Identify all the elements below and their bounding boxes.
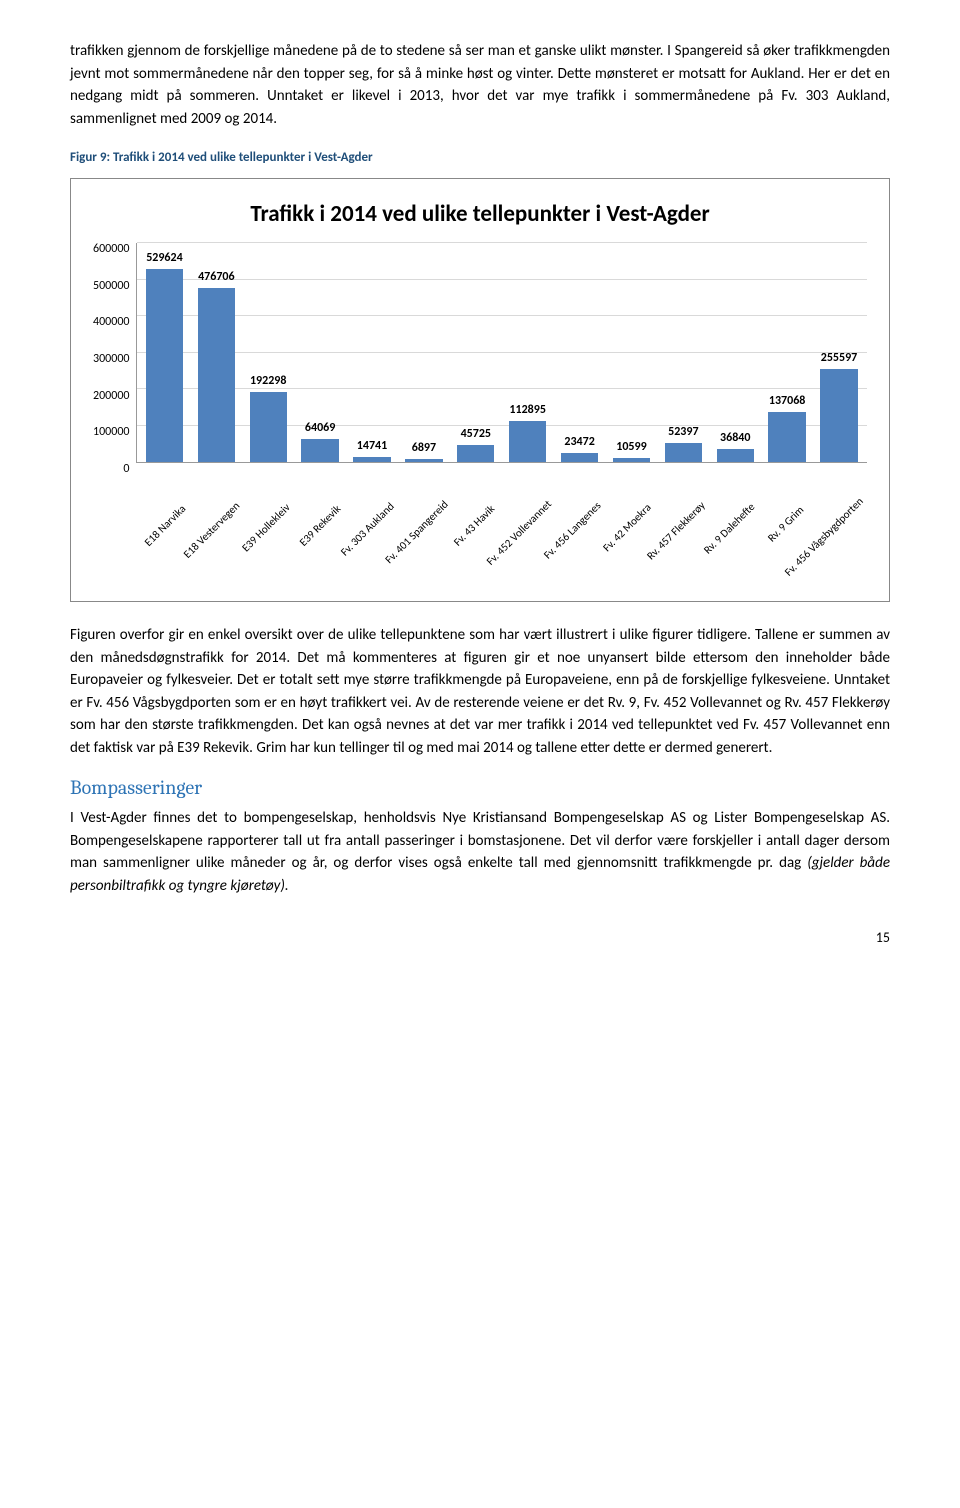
x-axis-labels: E18 NarvikaE18 VestervegenE39 Hollekleiv…: [145, 503, 867, 593]
x-label: Fv. 456 Langenes: [558, 503, 610, 593]
chart-title: Trafikk i 2014 ved ulike tellepunkter i …: [93, 197, 867, 232]
bar: [301, 439, 338, 462]
x-label: Fv. 456 Vågsbygdporten: [816, 503, 868, 593]
bar: [198, 288, 235, 462]
bar-value-label: 45725: [461, 425, 491, 443]
page-number: 15: [70, 927, 890, 948]
bar: [768, 412, 805, 462]
bar-value-label: 10599: [616, 438, 646, 456]
bar-value-label: 64069: [305, 419, 335, 437]
chart-area: 0100000200000300000400000500000600000 52…: [93, 243, 867, 503]
bar: [613, 458, 650, 462]
bar: [509, 421, 546, 462]
x-label: E39 Hollekleiv: [248, 503, 300, 593]
chart-plot: 529624 476706 192298 64069 14741 6897 45725 112…: [136, 243, 868, 463]
bar-value-label: 52397: [668, 423, 698, 441]
bar-column: 10599: [606, 243, 658, 462]
para3-text: I Vest-Agder finnes det to bompengeselsk…: [70, 809, 890, 872]
bar-value-label: 137068: [769, 392, 806, 410]
bar-column: 64069: [294, 243, 346, 462]
section-heading-bompasseringer: Bompasseringer: [70, 773, 890, 803]
intro-paragraph: trafikken gjennom de forskjellige månede…: [70, 40, 890, 130]
bar: [405, 459, 442, 462]
bar: [353, 457, 390, 462]
bar-value-label: 14741: [357, 437, 387, 455]
bar: [820, 369, 857, 462]
bompasseringer-paragraph: I Vest-Agder finnes det to bompengeselsk…: [70, 807, 890, 897]
bar-column: 476706: [190, 243, 242, 462]
bar-value-label: 255597: [821, 349, 858, 367]
y-axis: 0100000200000300000400000500000600000: [93, 243, 136, 463]
bar-value-label: 36840: [720, 429, 750, 447]
bar-column: 23472: [554, 243, 606, 462]
bar-column: 14741: [346, 243, 398, 462]
bar-column: 137068: [761, 243, 813, 462]
bar-column: 255597: [813, 243, 865, 462]
bar-column: 6897: [398, 243, 450, 462]
chart-container: Trafikk i 2014 ved ulike tellepunkter i …: [70, 178, 890, 603]
x-label: Rv. 9 Dalehefte: [712, 503, 764, 593]
bar-value-label: 192298: [250, 372, 287, 390]
bar-column: 529624: [139, 243, 191, 462]
x-label-text: E18 Narvika: [141, 502, 190, 551]
bar-value-label: 529624: [146, 249, 183, 267]
bar: [561, 453, 598, 462]
x-label: E18 Vestervegen: [197, 503, 249, 593]
bar-column: 192298: [242, 243, 294, 462]
bar-value-label: 23472: [564, 433, 594, 451]
x-label-text: E39 Rekevik: [296, 502, 345, 551]
bar: [717, 449, 754, 462]
bar: [146, 269, 183, 462]
bar-value-label: 476706: [198, 268, 235, 286]
analysis-paragraph: Figuren overfor gir en enkel oversikt ov…: [70, 624, 890, 759]
figure-caption: Figur 9: Trafikk i 2014 ved ulike tellep…: [70, 148, 890, 168]
bar-column: 45725: [450, 243, 502, 462]
x-label: Fv. 401 Spangereid: [403, 503, 455, 593]
bar: [457, 445, 494, 462]
bar: [250, 392, 287, 462]
bar-column: 52397: [657, 243, 709, 462]
bar-value-label: 6897: [412, 439, 436, 457]
bar-column: 36840: [709, 243, 761, 462]
x-label-text: Rv. 9 Grim: [764, 503, 808, 547]
x-label-text: Fv. 43 Havik: [451, 502, 500, 551]
bar-value-label: 112895: [509, 401, 546, 419]
bar: [665, 443, 702, 462]
bar-column: 112895: [502, 243, 554, 462]
